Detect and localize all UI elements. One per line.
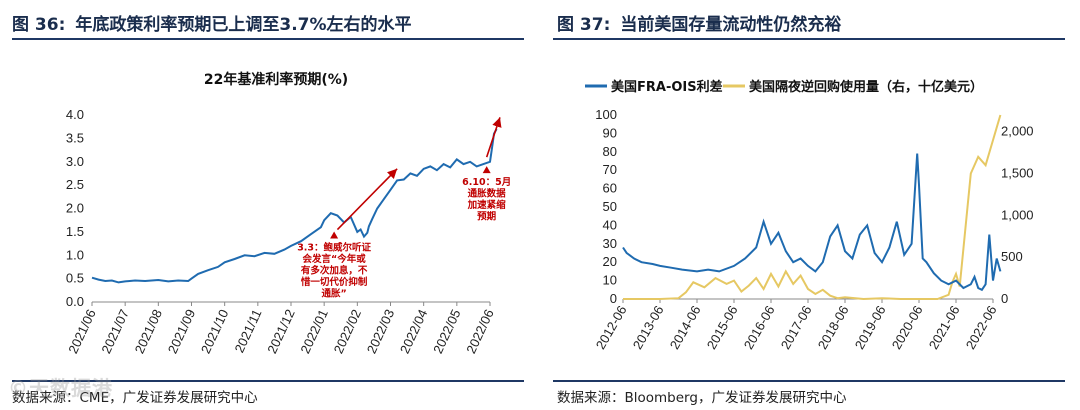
right-figure-title-text: 当前美国存量流动性仍然充裕 [620, 15, 842, 35]
left-top-rule [12, 38, 524, 40]
y-left-tick-label: 40 [603, 217, 617, 232]
x-tick-label: 2017-06 [778, 303, 815, 352]
x-tick-label: 2022/06 [463, 307, 496, 356]
x-tick-label: 2021/06 [65, 307, 98, 356]
y-left-tick-label: 100 [595, 107, 617, 122]
y-tick-label: 1.5 [66, 224, 84, 239]
y-tick-label: 0.0 [66, 294, 84, 309]
y-right-tick-label: 1,000 [1001, 207, 1034, 222]
legend-label-fra-ois: 美国FRA-OIS利差 [611, 79, 723, 95]
y-right-tick-label: 2,000 [1001, 124, 1034, 139]
y-left-tick-label: 20 [603, 254, 617, 269]
right-figure-number: 图 37: [557, 15, 611, 35]
y-tick-label: 2.0 [66, 201, 84, 216]
x-tick-label: 2013-06 [630, 303, 667, 352]
x-tick-label: 2021/08 [132, 307, 165, 356]
red-triangle-marker [330, 231, 339, 239]
trend-arrow [336, 168, 398, 231]
x-tick-label: 2021/12 [264, 307, 297, 356]
x-tick-label: 2015-06 [704, 303, 741, 352]
y-tick-label: 3.5 [66, 130, 84, 145]
y-left-tick-label: 90 [603, 125, 617, 140]
reverse-repo-line [623, 114, 1002, 301]
y-left-tick-label: 60 [603, 181, 617, 196]
left-figure-panel: 图 36: 年底政策利率预期已上调至3.7%左右的水平 22年基准利率预期(%) 0… [12, 10, 524, 406]
fra-ois-spread-line [622, 153, 1002, 292]
annotation-line: 通胀” [321, 288, 346, 300]
annotation-line: 会发言“今年或 [302, 253, 366, 265]
annotation-line: 加速紧缩 [467, 199, 507, 211]
legend-label-reverse-repo: 美国隔夜逆回购使用量（右，十亿美元） [749, 79, 983, 95]
y-tick-label: 3.0 [66, 154, 84, 169]
trend-arrow [485, 117, 502, 158]
left-source-note: 数据来源：CME，广发证券发展研究中心 [12, 390, 258, 406]
y-tick-label: 1.0 [66, 247, 84, 262]
y-tick-label: 0.5 [66, 271, 84, 286]
x-tick-label: 2022/01 [297, 307, 330, 356]
x-tick-label: 2021/10 [198, 307, 231, 356]
watermark: ©天数据港 [8, 376, 113, 400]
x-tick-label: 2016-06 [741, 303, 778, 352]
y-tick-label: 4.0 [66, 107, 84, 122]
right-source-note: 数据来源：Bloomberg，广发证券发展研究中心 [557, 390, 847, 406]
annotation-line: 预期 [477, 211, 496, 223]
x-tick-label: 2021/11 [232, 307, 265, 355]
x-tick-label: 2019-06 [852, 303, 889, 352]
x-tick-label: 2022-06 [963, 303, 1000, 352]
y-tick-label: 2.5 [66, 177, 84, 192]
x-tick-label: 2018-06 [815, 303, 852, 352]
x-tick-label: 2022/04 [397, 307, 430, 356]
annotation-note: 6.10：5月通胀数据加速紧缩预期 [462, 177, 511, 223]
y-left-tick-label: 70 [603, 162, 617, 177]
x-tick-label: 2020-06 [889, 303, 926, 352]
annotation-line: 惜一切代价抑制 [300, 276, 368, 288]
annotation-line: 有多次加息，不 [301, 265, 368, 277]
x-tick-label: 2022/02 [331, 307, 364, 356]
right-figure-title: 图 37: 当前美国存量流动性仍然充裕 [557, 10, 841, 35]
y-left-tick-label: 50 [603, 199, 617, 214]
x-tick-label: 2021/07 [98, 307, 131, 356]
right-top-rule [553, 38, 1065, 40]
x-tick-label: 2014-06 [667, 303, 704, 352]
right-figure-panel: 图 37: 当前美国存量流动性仍然充裕 美国FRA-OIS利差 美国隔夜逆回购使用量… [545, 0, 1080, 410]
left-figure-number: 图 36: [12, 15, 66, 35]
chart-title: 22年基准利率预期(%) [204, 71, 348, 88]
right-bottom-rule [553, 380, 1065, 382]
red-triangle-marker [482, 166, 491, 174]
y-right-tick-label: 500 [1001, 249, 1023, 264]
liquidity-chart: 美国FRA-OIS利差 美国隔夜逆回购使用量（右，十亿美元） 0 10 20 30 40 50… [585, 79, 1034, 352]
rate-expectation-line [91, 128, 498, 284]
x-tick-label: 2022/03 [364, 307, 397, 356]
rate-expectation-chart: 22年基准利率预期(%) 0.0 0.5 1.0 1.5 2.0 2.5 3.0 3.5 4.0 2… [65, 71, 511, 356]
y-left-tick-label: 80 [603, 144, 617, 159]
y-right-tick-label: 1,500 [1001, 166, 1034, 181]
x-tick-label: 2021-06 [926, 303, 963, 352]
annotation-line: 6.10：5月 [462, 177, 511, 188]
left-figure-title: 图 36: 年底政策利率预期已上调至3.7%左右的水平 [12, 10, 412, 35]
annotation-line: 3.3：鲍威尔听证 [297, 242, 371, 254]
y-left-tick-label: 10 [603, 273, 617, 288]
left-bottom-rule [12, 380, 524, 382]
x-tick-label: 2021/09 [165, 307, 198, 356]
y-left-tick-label: 0 [610, 291, 617, 306]
y-left-tick-label: 30 [603, 236, 617, 251]
annotation-note: 3.3：鲍威尔听证会发言“今年或有多次加息，不惜一切代价抑制通胀” [297, 242, 371, 300]
y-right-tick-label: 0 [1001, 291, 1008, 306]
x-tick-label: 2022/05 [430, 307, 463, 356]
left-figure-title-text: 年底政策利率预期已上调至3.7%左右的水平 [75, 15, 412, 35]
annotation-line: 通胀数据 [468, 188, 507, 200]
x-tick-label: 2012-06 [593, 303, 630, 352]
